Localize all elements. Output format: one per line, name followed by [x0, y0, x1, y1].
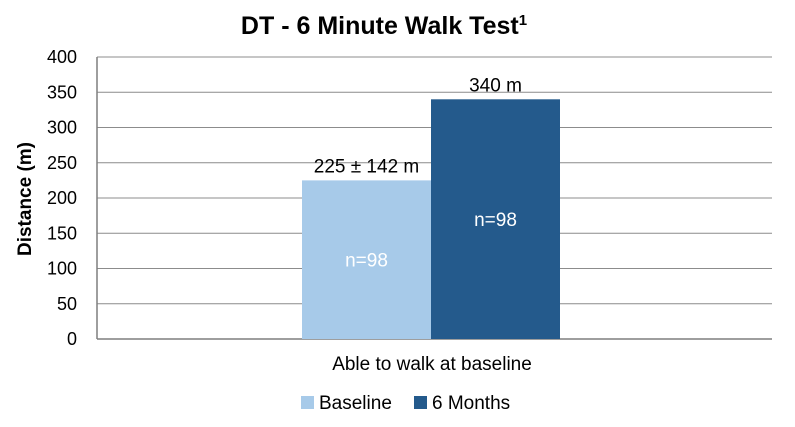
- bar-baseline: [302, 180, 431, 339]
- chart-title-main: DT - 6 Minute Walk Test: [241, 12, 519, 40]
- y-tick-label: 250: [47, 153, 77, 173]
- x-category-label: Able to walk at baseline: [332, 354, 532, 375]
- legend-label: Baseline: [319, 393, 392, 414]
- y-tick-label: 150: [47, 223, 77, 243]
- legend-swatch: [414, 396, 427, 409]
- legend: Baseline 6 Months: [301, 393, 510, 414]
- y-axis-title: Distance (m): [15, 142, 36, 256]
- bar-inner-label: n=98: [474, 210, 517, 231]
- data-label: 340 m: [469, 75, 522, 96]
- data-label: 225 ± 142 m: [314, 156, 420, 177]
- bar-inner-label: n=98: [345, 251, 388, 272]
- y-tick-label: 100: [47, 259, 77, 279]
- bar-6-months: [431, 99, 560, 339]
- bars: [302, 99, 560, 339]
- y-tick-label: 200: [47, 188, 77, 208]
- y-tick-label: 300: [47, 118, 77, 138]
- y-ticks: 0 50 100 150 200 250 300 350 400: [47, 47, 77, 349]
- legend-label: 6 Months: [432, 393, 510, 414]
- y-tick-label: 0: [67, 329, 77, 349]
- chart-title: DT - 6 Minute Walk Test1: [241, 12, 527, 40]
- y-tick-label: 400: [47, 47, 77, 67]
- data-labels: 225 ± 142 m n=98 340 m n=98: [314, 75, 522, 271]
- legend-swatch: [301, 396, 314, 409]
- chart-title-superscript: 1: [519, 12, 527, 29]
- y-tick-label: 50: [57, 294, 77, 314]
- y-tick-label: 350: [47, 82, 77, 102]
